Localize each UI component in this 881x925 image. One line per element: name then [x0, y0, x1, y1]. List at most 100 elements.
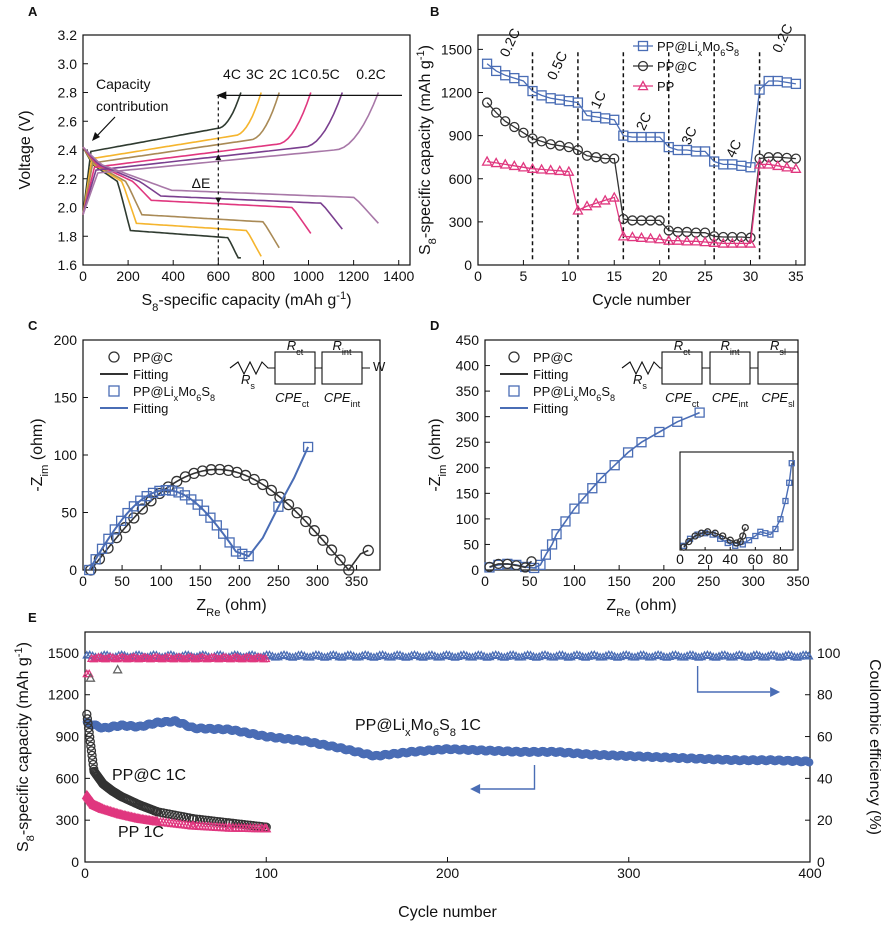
data-point	[115, 515, 127, 526]
rate-label-2C: 2C	[632, 110, 654, 133]
data-point	[103, 653, 113, 662]
discharge-curve-0.2C	[82, 146, 379, 224]
data-point	[302, 441, 314, 453]
data-point	[753, 158, 766, 169]
data-point	[200, 815, 211, 825]
data-point	[502, 651, 512, 660]
panel-a-x-tick: 1200	[338, 268, 369, 284]
panel-a-x-tick: 1000	[293, 268, 324, 284]
legend-entry-PP@C: PP@C	[657, 59, 697, 74]
data-point	[790, 162, 802, 173]
panel-e-y2-tick: 40	[817, 770, 833, 786]
panel-b-y-tick: 300	[449, 214, 473, 230]
panel-a-xlabel: S8-specific capacity (mAh g-1)	[141, 290, 351, 314]
panel-e-y-tick: 1500	[48, 645, 79, 661]
data-point	[690, 235, 702, 246]
circuit-label-CPEsl: CPEsl	[761, 390, 794, 409]
panel-b-xlabel: Cycle number	[592, 292, 691, 309]
rate-label-4C: 4C	[722, 137, 744, 160]
data-point	[96, 543, 108, 554]
data-point	[726, 536, 734, 544]
data-point	[772, 525, 779, 533]
data-point	[694, 407, 705, 418]
data-point	[85, 737, 95, 747]
circuit-label-CPEct: CPEct	[665, 390, 699, 409]
data-point	[205, 512, 216, 523]
panel-b-x-tick: 0	[474, 268, 482, 284]
data-point	[699, 650, 710, 659]
legend-marker	[108, 351, 120, 363]
rate-label-1C: 1C	[587, 88, 609, 111]
data-point	[481, 58, 493, 69]
data-point	[763, 158, 775, 169]
data-point	[220, 817, 231, 828]
data-point	[136, 503, 149, 515]
data-point	[717, 237, 729, 248]
legend-marker	[508, 385, 520, 397]
panel-a-x-tick: 200	[116, 268, 140, 284]
legend-entry-Fitting: Fitting	[533, 367, 568, 382]
fitting-line-lixmo6s8	[489, 411, 700, 569]
panel-b-axes	[477, 34, 806, 266]
data-point	[389, 651, 399, 660]
data-point	[566, 652, 576, 661]
data-point	[635, 231, 648, 242]
data-point	[665, 651, 675, 660]
data-point	[188, 467, 200, 480]
data-point	[215, 817, 225, 827]
data-point	[300, 515, 312, 528]
data-point	[159, 653, 170, 662]
data-point	[672, 234, 684, 245]
inset-x-tick-label: 0	[676, 551, 684, 567]
discharge-curve-2C	[82, 146, 280, 249]
panel-label-c: C	[28, 318, 38, 333]
capacity-arrow-head	[470, 784, 481, 794]
data-point	[87, 750, 97, 761]
data-point	[209, 816, 219, 826]
circuit-label-Rint: Rint	[721, 338, 740, 357]
data-point	[790, 78, 802, 90]
data-point	[788, 460, 795, 467]
data-point	[731, 650, 742, 660]
panel-c-x-tick: 50	[114, 573, 130, 589]
panel-a-x-tick: 0	[79, 268, 87, 284]
data-point	[308, 651, 318, 660]
data-point	[214, 463, 226, 476]
data-point	[488, 650, 498, 659]
data-point	[739, 532, 747, 540]
data-point	[86, 741, 96, 751]
data-point	[795, 651, 805, 660]
data-point	[551, 529, 562, 540]
data-point	[354, 652, 365, 661]
data-point	[534, 651, 544, 661]
data-point	[248, 473, 260, 486]
data-point	[325, 544, 338, 556]
data-point	[211, 520, 222, 531]
data-point	[450, 652, 460, 661]
fitting-line-lixmo6s8	[88, 446, 310, 571]
circuit-label-rs: Rs	[241, 372, 255, 391]
panel-e-y2-tick: 0	[817, 854, 825, 870]
panel-a-x-tick: 600	[207, 268, 231, 284]
data-point	[563, 165, 575, 176]
data-point	[708, 236, 720, 247]
data-point	[317, 534, 329, 546]
series-line-PP@C	[486, 102, 796, 239]
data-point	[763, 651, 773, 660]
data-point	[418, 652, 428, 661]
panel-d-x-tick: 250	[697, 573, 721, 589]
data-point	[572, 97, 584, 108]
rate-label-0.5C: 0.5C	[543, 49, 570, 83]
discharge-curve-3C	[82, 146, 262, 257]
circuit-label-cpeint: CPEint	[324, 390, 361, 409]
panel-e-ylabel2: Coulombic efficiency (%)	[866, 659, 881, 835]
data-point	[772, 159, 784, 171]
circuit-block	[757, 351, 799, 385]
data-point	[110, 531, 123, 544]
panel-label-a: A	[28, 4, 38, 19]
panel-d-xlabel: ZRe (ohm)	[606, 597, 676, 619]
data-point	[741, 523, 749, 532]
charge-curve-2C	[82, 92, 280, 215]
data-point	[147, 487, 159, 499]
data-point	[481, 155, 493, 166]
